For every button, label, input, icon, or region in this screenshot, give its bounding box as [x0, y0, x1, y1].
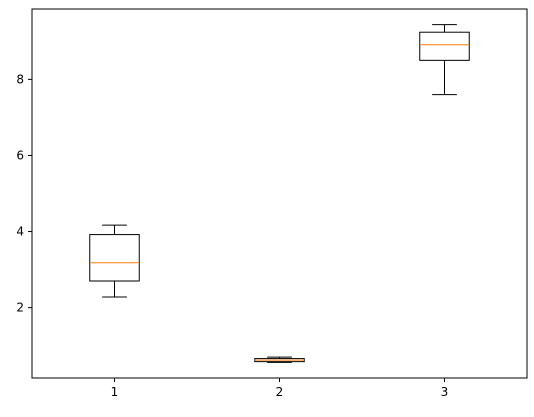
y-tick-label: 2	[16, 301, 24, 315]
box-group-3	[419, 24, 470, 96]
y-tick-label: 4	[16, 225, 24, 239]
y-axis: 2 4 6 8	[16, 72, 32, 315]
x-axis: 1 2 3	[111, 378, 449, 399]
box	[419, 31, 470, 61]
x-tick-label: 3	[441, 385, 449, 399]
y-tick-label: 6	[16, 148, 24, 162]
box	[89, 234, 140, 282]
box-group-1	[89, 224, 140, 298]
y-tick-label: 8	[16, 72, 24, 86]
boxes-layer	[89, 24, 470, 363]
plot-area	[31, 8, 528, 379]
box-group-2	[254, 356, 305, 363]
x-tick-label: 1	[111, 385, 119, 399]
x-tick-label: 2	[276, 385, 284, 399]
